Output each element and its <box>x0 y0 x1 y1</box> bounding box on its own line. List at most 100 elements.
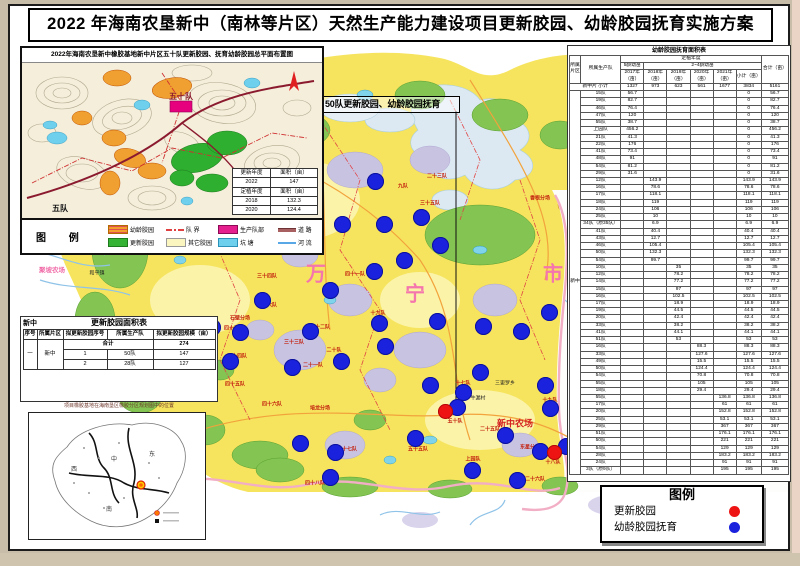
dot-legend-label: 更新胶园 <box>614 505 656 517</box>
young-rubber-dot[interactable] <box>321 468 339 486</box>
young-rubber-dot[interactable] <box>291 434 309 452</box>
cultivation-row: 28队 183.2 183.2 183.2 <box>570 451 790 461</box>
young-rubber-dot[interactable] <box>463 461 481 479</box>
young-rubber-dot[interactable] <box>321 281 339 299</box>
cultivation-row: 10队 35 35 35 <box>570 263 790 273</box>
young-rubber-dot[interactable] <box>431 236 449 254</box>
renew-rubber-dot[interactable] <box>437 403 453 419</box>
young-rubber-dot[interactable] <box>428 312 446 330</box>
young-rubber-dot[interactable] <box>253 291 271 309</box>
young-rubber-dot[interactable] <box>375 215 393 233</box>
young-rubber-dot[interactable] <box>531 442 549 460</box>
inset-plan-map[interactable]: 2022年海南农垦新中橡胶基地新中片区五十队更新胶园、抚育幼龄胶园总平面布置图 <box>20 46 324 220</box>
young-rubber-dot[interactable] <box>221 352 239 370</box>
young-rubber-dot[interactable] <box>536 376 554 394</box>
legend-item: 幼龄胶园 <box>108 223 164 236</box>
young-rubber-dot[interactable] <box>332 352 350 370</box>
young-rubber-dot[interactable] <box>326 443 344 461</box>
cultivation-row: 29队 31.6 0 31.6 <box>570 169 790 179</box>
project-location-core <box>139 483 143 487</box>
young-rubber-dot[interactable] <box>474 317 492 335</box>
cultivation-row: 50队 132.3 132.3 132.3 <box>570 249 790 258</box>
young-rubber-dot[interactable] <box>283 358 301 376</box>
dot-legend-dot-icon <box>729 506 740 517</box>
inset-ponds <box>42 77 261 206</box>
young-rubber-dot[interactable] <box>454 383 472 401</box>
young-rubber-dot[interactable] <box>365 262 383 280</box>
dot-legend-item: 更新胶园 <box>602 503 762 519</box>
dot-legend-items: 更新胶园幼龄胶园抚育 <box>602 503 762 535</box>
young-rubber-dot[interactable] <box>448 398 466 416</box>
page-title: 2022 年海南农垦新中（南林等片区）天然生产能力建设项目更新胶园、幼龄胶园抚育… <box>28 8 773 42</box>
region-char: 南 <box>106 505 112 513</box>
young-rubber-dot[interactable] <box>496 426 514 444</box>
cultivation-row: 14队 77.2 77.2 77.2 <box>570 278 790 287</box>
inset-station-label: 五十队 <box>169 91 194 101</box>
legend-item: 生产队部 <box>218 223 276 236</box>
young-rubber-dot[interactable] <box>370 314 388 332</box>
legend-label: 更新胶园 <box>130 241 155 247</box>
renew-area-table: 序号 所属片区 拟更新胶园序号 所属生产队 拟更新胶园规模（亩） 一 新中 合计… <box>22 329 216 370</box>
legend-item: 河 流 <box>278 236 326 249</box>
cultivation-row: 54队 129 129 129 <box>570 444 790 453</box>
young-rubber-dot[interactable] <box>333 215 351 233</box>
cultivation-row: 12队 143.9 143.9 143.9 <box>570 176 790 186</box>
inset-renew-rubber <box>169 130 248 193</box>
inset-corner-label: 五队 <box>52 203 69 213</box>
other-swatch-icon <box>166 238 186 247</box>
cultivation-table-box[interactable]: 幼龄胶园抚育面积表 所属片区 所属生产队 定植年度 合计（亩） 5龄幼苗 2~4… <box>567 45 791 482</box>
dot-legend-title: 图例 <box>668 487 695 502</box>
young-rubber-dot[interactable] <box>412 208 430 226</box>
hainan-island-map: 东 中 西 南 <box>52 422 186 528</box>
cultivation-row: 29队 367 367 367 <box>570 422 790 432</box>
cultivation-row: 21队 41.3 0 41.3 <box>570 133 790 142</box>
legend-item: 道 路 <box>278 223 326 236</box>
young-rubber-dot[interactable] <box>471 363 489 381</box>
cultivation-row: 54队 81.2 0 81.2 <box>570 162 790 171</box>
cultivation-row: 15队 97 97 97 <box>570 285 790 294</box>
region-char: 西 <box>71 466 77 473</box>
cultivation-row: 20队 42.4 42.4 42.4 <box>570 314 790 323</box>
young-rubber-dot[interactable] <box>421 376 439 394</box>
young-rubber-dot[interactable] <box>231 323 249 341</box>
boundary-swatch-icon <box>166 228 184 231</box>
hq-swatch-icon <box>218 225 238 234</box>
cultivation-row: 50队 124.4 124.4 124.4 <box>570 365 790 374</box>
cultivation-row: 24队 91 91 91 <box>570 459 790 468</box>
cultivation-row: 19队 44.5 44.5 44.5 <box>570 307 790 316</box>
mini-legend-square <box>155 519 159 523</box>
cultivation-row: 54队 99.7 99.7 99.7 <box>570 256 790 265</box>
inset-legend-title: 图 例 <box>36 233 89 244</box>
young-rubber-dot[interactable] <box>366 172 384 190</box>
cultivation-row: 33队 38.2 38.2 38.2 <box>570 321 790 330</box>
cultivation-row: 49队 15.5 15.5 15.5 <box>570 357 790 367</box>
renew-rubber-dot[interactable] <box>546 444 562 460</box>
cultivation-row: 54队 70.8 70.8 70.8 <box>570 372 790 381</box>
legend-item: 其它胶园 <box>166 236 216 249</box>
cultivation-row: 16队 88.3 88.3 88.3 <box>570 343 790 352</box>
cultivation-row: 48队 91 0 91 <box>570 155 790 164</box>
renew-swatch-icon <box>108 238 128 247</box>
young-rubber-dot[interactable] <box>541 399 559 417</box>
dot-legend-item: 幼龄胶园抚育 <box>602 519 762 535</box>
cultivation-table: 所属片区 所属生产队 定植年度 合计（亩） 5龄幼苗 2~4龄幼苗 2017年（… <box>568 54 790 475</box>
cultivation-row: 55队 38.7 0 38.7 <box>570 119 790 128</box>
cultivation-row: 47队 120 0 120 <box>570 111 790 121</box>
cultivation-row: 33队 127.6 127.6 127.6 <box>570 350 790 359</box>
renew-table-title: 更新胶园面积表 <box>91 318 147 327</box>
locator-minimap: 东 中 西 南 <box>28 412 206 540</box>
young-rubber-dot[interactable] <box>301 322 319 340</box>
young-rubber-dot[interactable] <box>395 251 413 269</box>
young-swatch-icon <box>108 225 128 234</box>
cultivation-row: 新中 15队 56.7 0 56.7 <box>568 90 790 475</box>
region-char: 中 <box>111 455 117 463</box>
young-rubber-dot[interactable] <box>376 337 394 355</box>
cultivation-row: 41队 73.4 0 73.4 <box>570 148 790 157</box>
young-rubber-dot[interactable] <box>540 303 558 321</box>
dot-legend-label: 幼龄胶园抚育 <box>614 521 677 533</box>
legend-label: 其它胶园 <box>188 241 213 247</box>
young-rubber-dot[interactable] <box>512 322 530 340</box>
young-rubber-dot[interactable] <box>406 429 424 447</box>
young-rubber-dot[interactable] <box>508 471 526 489</box>
cultivation-row: 51队 176.1 176.1 176.1 <box>570 430 790 439</box>
